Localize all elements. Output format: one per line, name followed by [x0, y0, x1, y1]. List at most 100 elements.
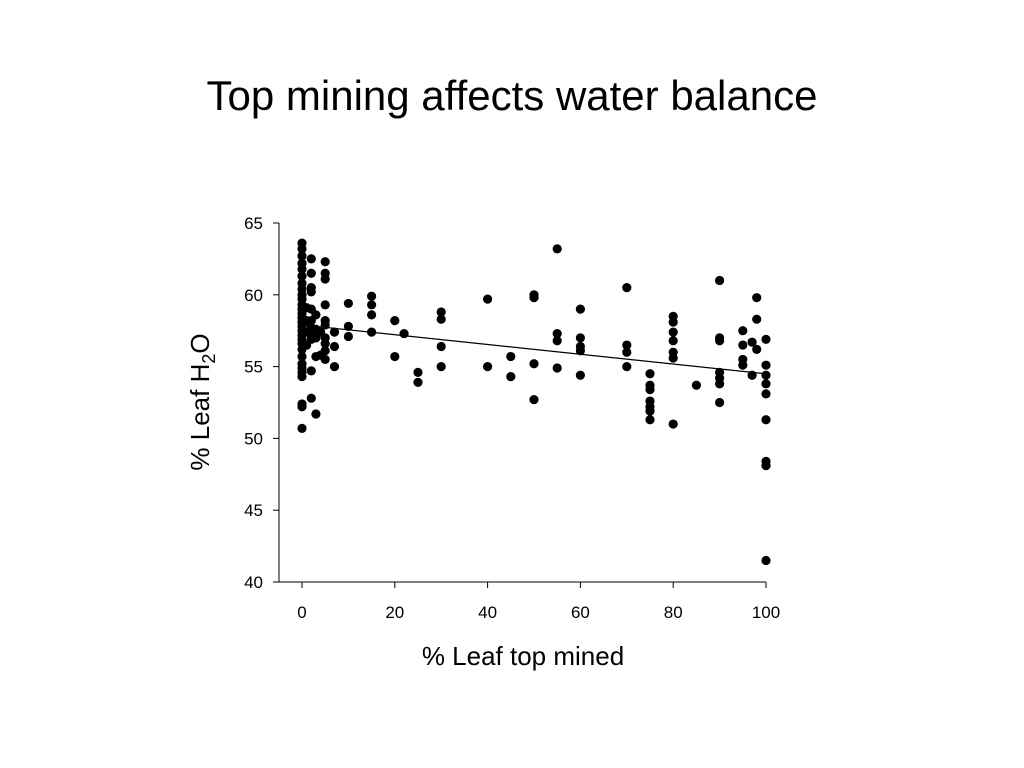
- x-tick-label: 20: [385, 603, 404, 622]
- data-point: [367, 310, 377, 320]
- data-point: [622, 283, 632, 293]
- data-point: [575, 304, 586, 314]
- trendline: [301, 324, 767, 375]
- data-point: [390, 351, 400, 362]
- data-point: [622, 362, 632, 372]
- data-point: [343, 321, 353, 331]
- data-point: [367, 300, 377, 310]
- data-point: [343, 298, 353, 309]
- data-point: [575, 346, 586, 356]
- data-point: [320, 354, 330, 365]
- data-point: [761, 415, 771, 425]
- data-point: [320, 300, 330, 310]
- data-point: [506, 372, 516, 382]
- data-point: [297, 264, 307, 274]
- data-point: [390, 316, 400, 326]
- y-axis-label-tail: O: [185, 333, 215, 353]
- data-point: [752, 344, 762, 354]
- data-point: [552, 328, 562, 339]
- data-point: [668, 353, 678, 363]
- data-point: [320, 339, 330, 349]
- y-tick-label: 50: [244, 429, 263, 448]
- data-point: [329, 341, 340, 352]
- data-point: [645, 369, 655, 379]
- data-point: [483, 362, 493, 372]
- data-point: [436, 362, 446, 372]
- x-tick-label: 80: [664, 603, 683, 622]
- data-point: [715, 397, 725, 408]
- data-point: [645, 415, 655, 425]
- data-point: [552, 244, 562, 254]
- data-point: [622, 347, 632, 357]
- data-point: [320, 346, 330, 356]
- data-point: [329, 327, 340, 337]
- data-point: [413, 377, 423, 387]
- data-point: [645, 384, 655, 395]
- data-point: [306, 366, 316, 376]
- trendline-group: [301, 324, 767, 375]
- data-point: [306, 268, 316, 278]
- data-point: [691, 380, 702, 390]
- data-point: [311, 310, 321, 320]
- data-point: [575, 333, 586, 343]
- x-tick-label: 100: [752, 603, 780, 622]
- data-point: [761, 555, 771, 566]
- data-point: [297, 351, 307, 362]
- data-point: [738, 360, 748, 370]
- y-tick-label: 45: [244, 501, 263, 520]
- data-point: [747, 370, 757, 380]
- slide-title: Top mining affects water balance: [206, 72, 818, 119]
- data-point: [297, 244, 307, 254]
- data-point: [752, 314, 762, 324]
- data-point: [297, 271, 307, 281]
- data-point: [413, 367, 423, 377]
- data-point: [367, 327, 377, 337]
- data-point: [297, 251, 307, 261]
- data-point: [306, 254, 316, 264]
- data-point: [306, 287, 316, 297]
- data-point: [668, 336, 678, 346]
- data-point: [399, 328, 409, 339]
- data-point: [645, 406, 655, 416]
- data-point: [715, 275, 725, 286]
- data-point: [306, 393, 316, 403]
- data-point: [320, 320, 330, 330]
- data-point: [761, 360, 771, 370]
- y-tick-label: 55: [244, 358, 263, 377]
- data-point: [329, 362, 340, 372]
- data-point: [297, 402, 307, 412]
- y-tick-label: 65: [244, 214, 263, 233]
- y-axis-label-main: % Leaf H: [185, 364, 215, 471]
- data-point: [747, 337, 757, 347]
- data-point: [297, 423, 307, 433]
- x-tick-label: 40: [478, 603, 497, 622]
- y-tick-label: 60: [244, 286, 263, 305]
- y-axis-label: % Leaf H2O: [185, 333, 219, 470]
- data-point: [738, 326, 748, 336]
- data-point: [622, 340, 632, 350]
- data-point: [715, 336, 725, 346]
- x-axis-label: % Leaf top mined: [422, 641, 624, 671]
- data-point: [320, 257, 330, 267]
- data-point: [552, 336, 562, 346]
- data-point: [715, 379, 725, 389]
- data-point: [311, 409, 321, 419]
- data-point: [761, 370, 771, 380]
- data-point: [761, 379, 771, 389]
- data-point: [436, 341, 446, 352]
- data-point: [436, 314, 446, 324]
- data-point: [506, 351, 516, 362]
- data-point: [761, 461, 771, 471]
- data-point: [436, 307, 446, 317]
- data-point: [668, 317, 678, 327]
- y-tick-label: 40: [244, 573, 263, 592]
- data-point: [529, 293, 539, 303]
- x-tick-label: 0: [297, 603, 306, 622]
- data-point: [529, 359, 539, 369]
- data-point: [297, 372, 307, 382]
- data-point: [575, 370, 586, 380]
- data-point: [738, 340, 748, 350]
- data-point: [320, 274, 330, 284]
- chart-axes: 40 45 50 55 60 65 0 20 40 60 80 100: [244, 214, 780, 622]
